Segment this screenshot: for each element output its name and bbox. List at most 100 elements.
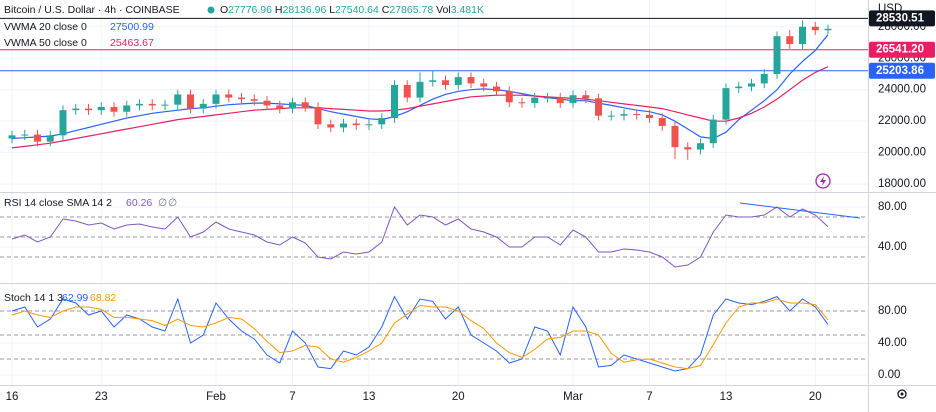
candle-body — [276, 105, 284, 109]
ohlc-value: 27540.64 — [335, 4, 379, 16]
y-tick-label: 20000.00 — [878, 147, 926, 159]
legend-value: 68.82 — [90, 292, 116, 304]
volume-label: Vol — [436, 4, 451, 16]
candle-body — [225, 94, 233, 98]
candle-body — [161, 104, 169, 106]
candle-body — [314, 107, 322, 125]
candle-body — [569, 95, 577, 104]
x-tick-label: Mar — [563, 391, 583, 403]
candle-body — [493, 86, 500, 92]
indicator-line — [11, 298, 829, 370]
ohlc-legend: O27776.96 H28136.96 L27540.64 C27865.78 … — [220, 4, 484, 16]
candle-body — [46, 135, 54, 142]
candle-body — [786, 36, 794, 45]
ohlc-label: L — [329, 4, 335, 16]
candle-body — [187, 94, 194, 109]
candle-body — [110, 107, 118, 112]
candle-body — [760, 73, 768, 84]
candle-body — [97, 107, 105, 111]
candle-body — [748, 83, 755, 87]
ohlc-value: 28136.96 — [282, 4, 326, 16]
indicator-line — [11, 205, 829, 268]
y-tick-label: 40.00 — [878, 337, 907, 349]
legend-empty: ∅ — [158, 197, 167, 209]
candle-body — [467, 77, 475, 84]
x-tick-label: 7 — [646, 391, 652, 403]
candle-body — [238, 97, 245, 100]
candle-body — [595, 98, 602, 116]
candle-body — [123, 105, 131, 112]
candle-body — [518, 102, 526, 104]
volume-value: 3.481K — [451, 4, 484, 16]
legend-value: 62.99 — [62, 292, 88, 304]
indicator-title: RSI 14 close SMA 14 2 — [4, 197, 112, 209]
candle-body — [416, 81, 424, 98]
ohlc-value: 27865.78 — [389, 4, 433, 16]
candle-body — [8, 135, 16, 139]
candle-body — [633, 114, 641, 116]
candle-body — [607, 115, 615, 117]
candle-body — [442, 80, 449, 85]
legend-name: VWMA 50 close 0 — [4, 37, 87, 49]
candle-body — [454, 77, 462, 85]
price-tag — [869, 10, 935, 27]
candle-body — [85, 108, 92, 111]
candle-body — [697, 143, 704, 150]
candle-body — [531, 97, 539, 104]
y-tick-label: 28000.00 — [878, 21, 926, 33]
candle-body — [263, 100, 271, 106]
ohlc-value: 27776.96 — [228, 4, 272, 16]
y-tick-label: 22000.00 — [878, 115, 926, 127]
indicator-line — [11, 66, 829, 149]
y-tick-label: 40.00 — [878, 241, 907, 253]
indicator-line — [11, 295, 829, 372]
x-tick-label: 20 — [452, 391, 465, 403]
candle-body — [250, 99, 258, 101]
candle-body — [148, 103, 156, 106]
x-tick-label: 13 — [363, 391, 376, 403]
candle-body — [59, 110, 67, 136]
price-tag — [869, 62, 935, 79]
x-tick-label: 7 — [289, 391, 295, 403]
candle-body — [289, 102, 296, 109]
market-status — [207, 6, 215, 14]
lightning-icon[interactable] — [815, 173, 831, 189]
candle-body — [799, 26, 806, 45]
legend-empty: ∅ — [168, 197, 177, 209]
candle-body — [671, 125, 679, 148]
price-tag-label: 28530.51 — [876, 12, 925, 24]
candle-body — [735, 86, 743, 89]
legend-value: 25463.67 — [110, 37, 154, 49]
candle-body — [646, 114, 653, 119]
candle-body — [403, 84, 411, 98]
legend-value: 27500.99 — [110, 21, 154, 33]
candle-body — [136, 103, 143, 106]
candle-body — [21, 134, 29, 136]
candle-body — [684, 147, 692, 150]
x-tick-label: 16 — [6, 391, 19, 403]
candle-body — [378, 118, 386, 125]
price-tag-label: 25203.86 — [876, 65, 924, 77]
ohlc-label: H — [275, 4, 283, 16]
x-tick-label: 23 — [95, 391, 108, 403]
settings-icon[interactable] — [897, 389, 907, 399]
candle-body — [301, 102, 309, 108]
indicator-title: Stoch 14 1 3 — [4, 292, 63, 304]
candle-body — [212, 94, 220, 104]
candle-body — [709, 119, 717, 144]
candle-body — [34, 134, 41, 142]
trend-line-drawing — [739, 202, 861, 219]
candle-body — [391, 84, 398, 119]
candle-body — [352, 123, 360, 126]
x-tick-label: 20 — [809, 391, 822, 403]
x-tick-label: Feb — [206, 391, 226, 403]
y-tick-label: 18000.00 — [878, 178, 926, 190]
candle-body — [480, 83, 488, 87]
ohlc-label: O — [220, 4, 228, 16]
currency-label[interactable]: USD — [878, 3, 902, 15]
candle-body — [174, 94, 182, 105]
price-tag — [869, 41, 935, 58]
x-tick-label: 13 — [720, 391, 733, 403]
candle-body — [199, 103, 207, 109]
